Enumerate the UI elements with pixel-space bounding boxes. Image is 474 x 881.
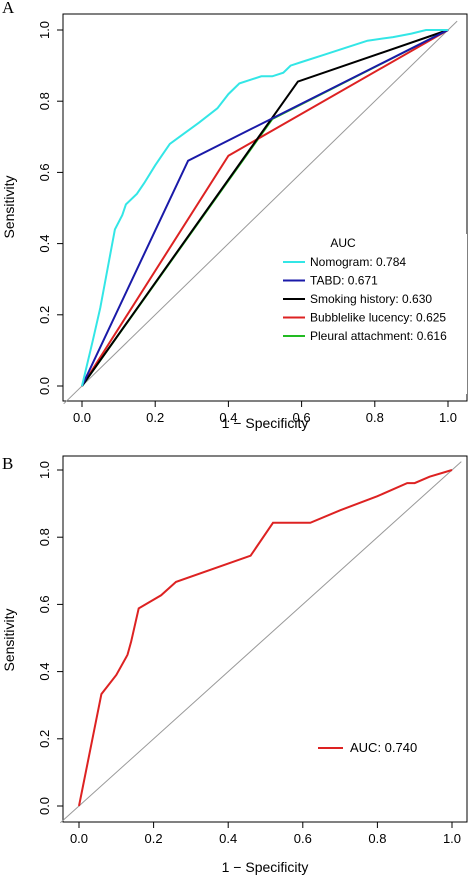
legend-entry-label: AUC: 0.740	[350, 740, 417, 755]
y-tick-label: 0.6	[37, 163, 52, 181]
x-tick-label: 0.0	[73, 410, 91, 425]
panel-a-y-axis: 0.0 0.2 0.4 0.6 0.8 1.0	[37, 21, 63, 395]
panel-a-y-axis-title: Sensitivity	[1, 175, 17, 238]
legend-entry-label: TABD: 0.671	[310, 274, 378, 288]
legend-entry-label: Pleural attachment: 0.616	[310, 329, 447, 343]
panel-a-legend: AUC Nomogram: 0.784 TABD: 0.671 Smoking hi…	[275, 234, 467, 394]
x-tick-label: 0.4	[219, 831, 237, 846]
x-tick-label: 0.2	[145, 831, 163, 846]
panel-a-plot-frame	[62, 13, 468, 402]
panel-a-series-line-2	[81, 29, 449, 387]
legend-entry-label: Bubblelike lucency: 0.625	[310, 311, 446, 325]
y-tick-label: 0.0	[37, 797, 52, 815]
panel-a-series-group	[81, 29, 449, 387]
x-tick-label: 1.0	[443, 831, 461, 846]
panel-a-x-axis: 0.0 0.2 0.4 0.6 0.8 1.0	[73, 401, 457, 425]
panel-b-y-axis-title: Sensitivity	[1, 608, 17, 671]
panel-b-series-line-0	[78, 469, 453, 807]
y-tick-label: 0.2	[37, 306, 52, 324]
y-tick-label: 0.2	[37, 730, 52, 748]
panel-a-series-line-1	[81, 29, 449, 387]
y-tick-label: 1.0	[37, 21, 52, 39]
x-tick-label: 0.0	[70, 831, 88, 846]
panel-b-y-axis: 0.0 0.2 0.4 0.6 0.8 1.0	[37, 461, 63, 815]
legend-background	[275, 234, 467, 394]
panel-b-series-group	[78, 469, 453, 807]
y-tick-label: 0.4	[37, 235, 52, 253]
y-tick-label: 1.0	[37, 461, 52, 479]
panel-b-reference-line	[60, 461, 462, 824]
y-tick-label: 0.6	[37, 595, 52, 613]
x-tick-label: 0.4	[219, 410, 237, 425]
x-tick-label: 0.2	[146, 410, 164, 425]
x-tick-label: 0.8	[368, 831, 386, 846]
panel-b-x-axis-title: 1 − Specificity	[222, 859, 309, 875]
legend-entry-label: Smoking history: 0.630	[310, 292, 432, 306]
x-tick-label: 1.0	[439, 410, 457, 425]
panel-a-reference-line	[63, 20, 458, 405]
x-tick-label: 0.6	[293, 410, 311, 425]
y-tick-label: 0.8	[37, 528, 52, 546]
panel-b: B 0.0 0.2 0.4 0.6 0.8 1.0 0.00.20.40.60.81.0 …	[1, 454, 468, 875]
x-tick-label: 0.8	[366, 410, 384, 425]
legend-entry-label: Nomogram: 0.784	[310, 255, 406, 269]
panel-b-legend: AUC: 0.740	[310, 732, 460, 764]
panel-a-label: A	[2, 0, 15, 17]
panel-a-series-line-3	[81, 29, 449, 387]
y-tick-label: 0.8	[37, 92, 52, 110]
panel-a-legend-title: AUC	[330, 236, 356, 250]
panel-b-x-axis: 0.0 0.2 0.4 0.6 0.8 1.0	[70, 822, 461, 846]
y-tick-label: 0.0	[37, 377, 52, 395]
x-tick-label: 0.6	[294, 831, 312, 846]
panel-a-x-axis-title: 1 − Specificity	[222, 415, 309, 431]
panel-b-plot-frame	[62, 455, 468, 823]
y-tick-label: 0.4	[37, 663, 52, 681]
panel-a: A 0.0 0.2 0.4 0.6 0.8 1.0 0.00.20.40.60.81.0 …	[1, 0, 468, 431]
panel-a-series-line-0	[81, 29, 448, 387]
panel-b-label: B	[2, 454, 13, 473]
